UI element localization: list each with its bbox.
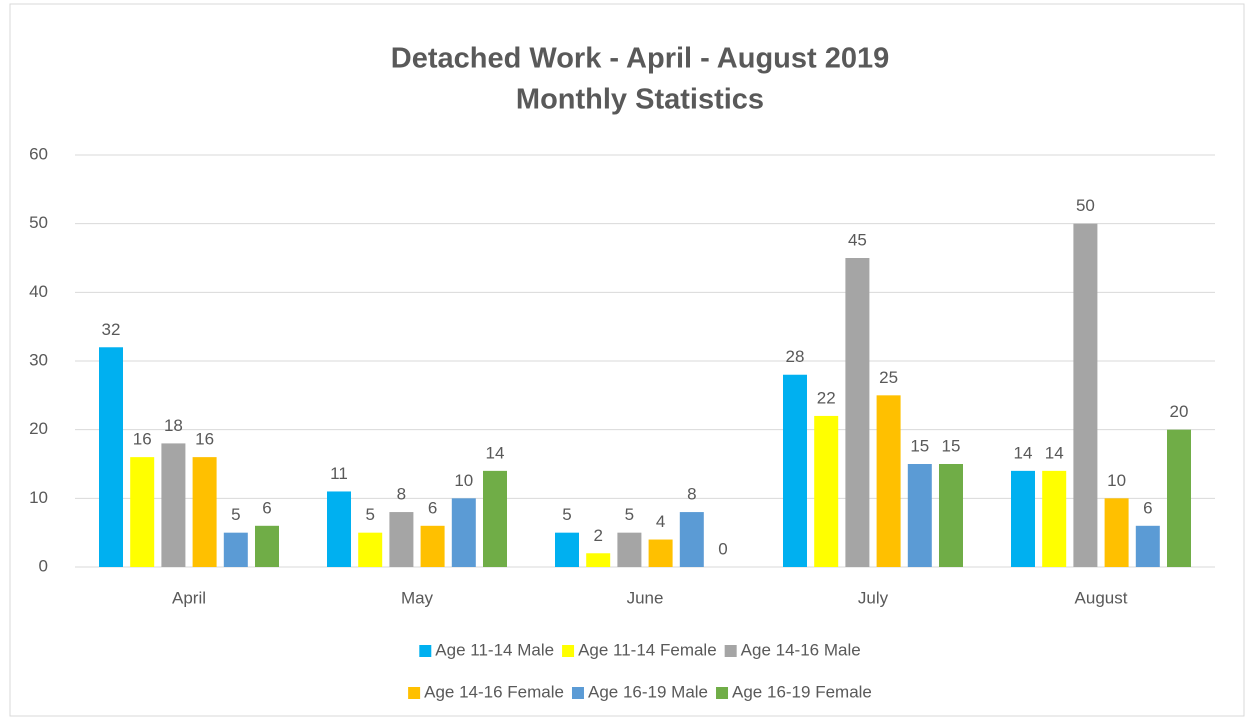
data-label: 10 xyxy=(1107,471,1126,490)
legend-swatch xyxy=(716,687,729,699)
data-label: 5 xyxy=(562,505,571,524)
y-tick-label: 20 xyxy=(29,419,48,438)
legend-swatch xyxy=(562,645,575,657)
data-label: 16 xyxy=(133,430,152,449)
y-tick-label: 30 xyxy=(29,350,48,369)
legend-swatch xyxy=(408,687,421,699)
data-label: 6 xyxy=(262,498,271,517)
bar xyxy=(586,553,611,567)
data-label: 15 xyxy=(910,436,929,455)
data-label: 11 xyxy=(330,464,348,483)
data-label: 6 xyxy=(428,498,437,517)
y-tick-label: 50 xyxy=(29,213,48,232)
bar xyxy=(1135,525,1160,567)
bar xyxy=(648,539,673,567)
data-label: 15 xyxy=(942,436,961,455)
data-label: 45 xyxy=(848,230,867,249)
data-label: 32 xyxy=(102,320,121,339)
y-tick-label: 0 xyxy=(39,556,48,575)
legend-swatch xyxy=(724,645,737,657)
bar xyxy=(845,258,870,567)
legend-label: Age 16-19 Female xyxy=(732,682,872,701)
bar xyxy=(223,532,248,567)
legend-label: Age 14-16 Female xyxy=(424,682,564,701)
bar xyxy=(327,491,351,567)
data-label: 10 xyxy=(454,471,473,490)
bar xyxy=(679,512,704,567)
bar xyxy=(1167,429,1191,567)
data-label: 6 xyxy=(1143,498,1152,517)
bar xyxy=(420,525,445,567)
y-tick-label: 10 xyxy=(29,488,48,507)
data-label: 22 xyxy=(817,388,836,407)
legend-swatch xyxy=(419,645,432,657)
data-label: 5 xyxy=(365,505,374,524)
bar xyxy=(483,470,507,567)
bar xyxy=(555,532,579,567)
data-label: 18 xyxy=(164,416,183,435)
bar xyxy=(814,415,839,567)
x-tick-label: June xyxy=(627,588,664,607)
data-label: 28 xyxy=(786,347,805,366)
data-label: 25 xyxy=(879,368,898,387)
data-label: 14 xyxy=(1014,443,1033,462)
x-tick-label: July xyxy=(858,588,889,607)
bar xyxy=(907,464,932,567)
bar xyxy=(130,457,155,567)
data-label: 8 xyxy=(687,485,696,504)
bar xyxy=(1073,223,1098,567)
bar xyxy=(99,347,123,567)
bar xyxy=(939,464,963,567)
bar xyxy=(1011,470,1035,567)
bar xyxy=(783,374,807,567)
data-label: 5 xyxy=(231,505,240,524)
data-label: 14 xyxy=(1045,443,1064,462)
y-tick-label: 40 xyxy=(29,282,48,301)
x-tick-label: August xyxy=(1075,588,1128,607)
legend-label: Age 11-14 Male xyxy=(435,640,554,659)
bar xyxy=(876,395,901,567)
data-label: 0 xyxy=(718,539,727,558)
bar xyxy=(1042,470,1067,567)
data-label: 14 xyxy=(486,443,505,462)
data-label: 2 xyxy=(593,526,602,545)
legend-label: Age 16-19 Male xyxy=(588,682,708,701)
bar xyxy=(161,443,186,567)
bar xyxy=(255,525,279,567)
legend-swatch xyxy=(571,687,584,699)
x-tick-label: May xyxy=(401,588,434,607)
bar xyxy=(358,532,383,567)
legend-label: Age 11-14 Female xyxy=(578,640,717,659)
y-tick-label: 60 xyxy=(29,144,48,163)
bar xyxy=(389,512,414,567)
bar xyxy=(1104,498,1129,567)
data-label: 50 xyxy=(1076,196,1095,215)
data-label: 16 xyxy=(195,430,214,449)
data-label: 8 xyxy=(397,485,406,504)
data-label: 20 xyxy=(1170,402,1189,421)
chart-subtitle: Monthly Statistics xyxy=(516,84,764,116)
bar xyxy=(617,532,642,567)
chart-title: Detached Work - April - August 2019 xyxy=(391,43,889,75)
chart-border xyxy=(9,3,1245,717)
bar xyxy=(192,457,217,567)
data-label: 5 xyxy=(625,505,634,524)
legend-label: Age 14-16 Male xyxy=(741,640,861,659)
bar xyxy=(451,498,476,567)
x-tick-label: April xyxy=(172,588,206,607)
data-label: 4 xyxy=(656,512,665,531)
